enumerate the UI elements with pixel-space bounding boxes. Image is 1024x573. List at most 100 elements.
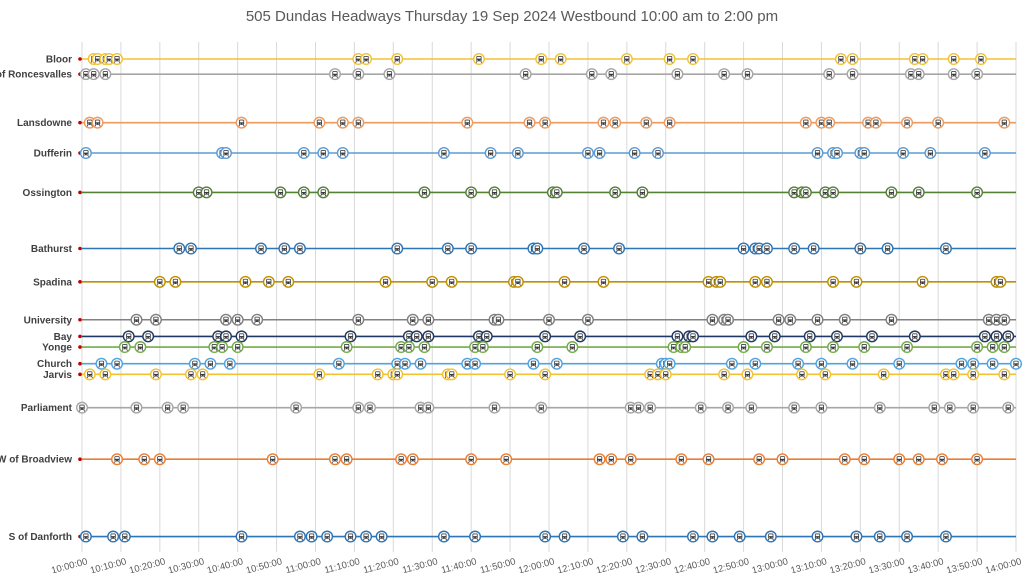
streetcar-marker <box>671 330 684 343</box>
streetcar-marker <box>274 186 287 199</box>
streetcar-marker <box>760 242 773 255</box>
series-ossington: Ossington <box>23 186 1016 199</box>
streetcar-marker <box>200 186 213 199</box>
streetcar-marker <box>636 186 649 199</box>
streetcar-marker <box>488 401 501 414</box>
streetcar-marker <box>632 401 645 414</box>
streetcar-marker <box>679 341 692 354</box>
streetcar-marker <box>620 52 633 66</box>
x-tick-label: 10:40:00 <box>206 556 245 573</box>
streetcar-marker <box>694 401 707 414</box>
streetcar-marker <box>811 146 824 159</box>
streetcar-marker <box>418 341 431 354</box>
streetcar-marker <box>939 530 952 543</box>
streetcar-marker <box>581 313 594 326</box>
streetcar-marker <box>204 357 217 370</box>
streetcar-marker <box>469 357 482 370</box>
streetcar-marker <box>737 341 750 354</box>
streetcar-marker <box>792 357 805 370</box>
streetcar-marker <box>823 68 836 81</box>
streetcar-marker <box>352 116 365 129</box>
streetcar-marker <box>130 313 143 326</box>
streetcar-marker <box>901 116 914 129</box>
streetcar-marker <box>815 357 828 370</box>
streetcar-marker <box>531 341 544 354</box>
streetcar-marker <box>566 341 579 354</box>
streetcar-marker <box>235 116 248 129</box>
streetcar-marker <box>317 146 330 159</box>
streetcar-marker <box>379 275 392 288</box>
stop-origin-dot <box>78 190 82 195</box>
streetcar-marker <box>371 368 384 381</box>
x-tick-label: 13:00:00 <box>751 556 790 573</box>
streetcar-marker <box>461 116 474 129</box>
streetcar-marker <box>768 330 781 343</box>
streetcar-marker <box>177 401 190 414</box>
streetcar-marker <box>527 357 540 370</box>
streetcar-marker <box>912 453 925 466</box>
stop-label: Lansdowne <box>17 118 72 129</box>
streetcar-marker <box>488 186 501 199</box>
streetcar-marker <box>558 275 571 288</box>
streetcar-marker <box>418 186 431 199</box>
streetcar-marker <box>663 116 676 129</box>
streetcar-marker <box>255 242 268 255</box>
streetcar-marker <box>585 68 598 81</box>
streetcar-marker <box>142 330 155 343</box>
streetcar-marker <box>574 330 587 343</box>
series-university: University <box>24 313 1016 326</box>
x-tick-label: 10:00:00 <box>50 556 89 573</box>
streetcar-marker <box>99 68 112 81</box>
streetcar-marker <box>846 357 859 370</box>
streetcar-marker <box>75 401 89 414</box>
stop-label: Yonge <box>42 343 72 354</box>
streetcar-marker <box>391 368 404 381</box>
streetcar-marker <box>196 368 209 381</box>
streetcar-marker <box>293 242 306 255</box>
streetcar-marker <box>885 186 898 199</box>
streetcar-marker <box>741 368 754 381</box>
stop-label: Parliament <box>21 403 73 414</box>
streetcar-marker <box>846 68 859 81</box>
streetcar-marker <box>760 275 773 288</box>
streetcar-marker <box>437 530 450 543</box>
streetcar-marker <box>858 341 871 354</box>
streetcar-marker <box>834 52 847 66</box>
streetcar-marker <box>675 453 688 466</box>
streetcar-marker <box>360 530 373 543</box>
streetcar-marker <box>877 368 890 381</box>
streetcar-marker <box>153 453 166 466</box>
x-tick-label: 13:20:00 <box>829 556 868 573</box>
streetcar-marker <box>858 146 871 159</box>
series-w-of-broadview: W of Broadview <box>0 453 1016 466</box>
streetcar-marker <box>266 453 279 466</box>
streetcar-marker <box>149 313 162 326</box>
streetcar-marker <box>161 401 174 414</box>
chart-title: 505 Dundas Headways Thursday 19 Sep 2024… <box>246 8 778 25</box>
series-yonge: Yonge <box>42 341 1016 354</box>
stop-label: Jarvis <box>43 370 72 381</box>
streetcar-marker <box>406 453 419 466</box>
streetcar-marker <box>971 453 984 466</box>
stop-label: Bay <box>54 332 73 343</box>
streetcar-marker <box>426 275 439 288</box>
stop-origin-dot <box>78 57 82 61</box>
streetcar-marker <box>539 530 552 543</box>
streetcar-marker <box>616 530 629 543</box>
streetcar-marker <box>714 275 727 288</box>
streetcar-marker <box>986 341 999 354</box>
streetcar-marker <box>749 357 762 370</box>
x-tick-label: 13:10:00 <box>790 556 829 573</box>
streetcar-marker <box>967 368 980 381</box>
streetcar-marker <box>578 242 591 255</box>
series-jarvis: Jarvis <box>43 368 1016 381</box>
series-dufferin: Dufferin <box>34 146 1016 159</box>
streetcar-marker <box>912 186 925 199</box>
streetcar-marker <box>336 146 349 159</box>
streetcar-marker <box>971 186 984 199</box>
stop-label: Bathurst <box>31 244 73 255</box>
series-bay: Bay <box>54 330 1016 343</box>
streetcar-marker <box>893 357 906 370</box>
streetcar-marker <box>441 242 454 255</box>
streetcar-marker <box>539 116 552 129</box>
